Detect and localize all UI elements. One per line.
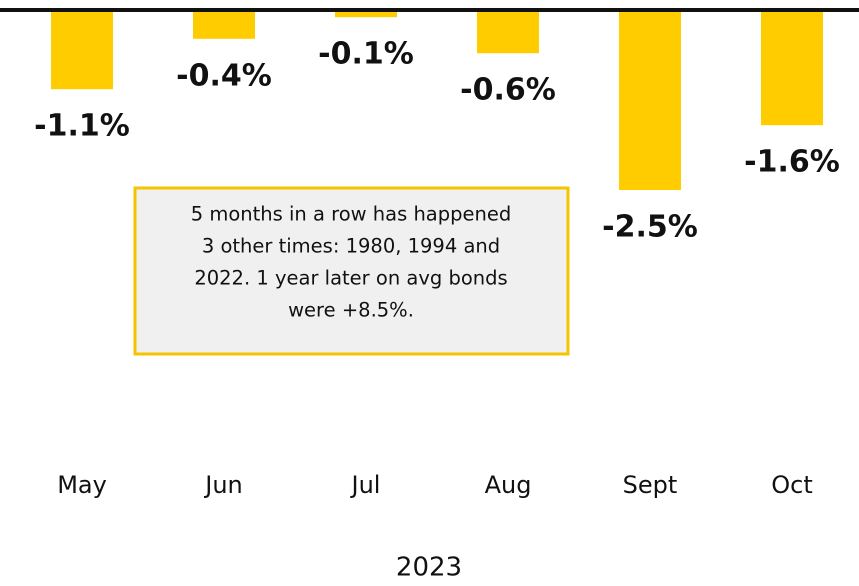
bar bbox=[193, 10, 255, 39]
bar bbox=[619, 10, 681, 190]
x-tick-label: May bbox=[57, 471, 107, 499]
value-label: -0.6% bbox=[460, 73, 556, 108]
x-tick-label: Oct bbox=[771, 471, 813, 499]
annotation-text: 5 months in a row has happened bbox=[191, 203, 512, 226]
annotation-text: 3 other times: 1980, 1994 and bbox=[202, 235, 500, 258]
value-label: -0.1% bbox=[318, 37, 414, 72]
annotation-text: were +8.5%. bbox=[288, 299, 414, 322]
value-label: -1.6% bbox=[744, 145, 840, 180]
value-label: -2.5% bbox=[602, 210, 698, 245]
x-tick-label: Aug bbox=[485, 471, 532, 499]
bar bbox=[477, 10, 539, 54]
annotation-box bbox=[133, 186, 570, 356]
x-axis-label: 2023 bbox=[396, 553, 462, 583]
value-label: -0.4% bbox=[176, 58, 272, 93]
annotation-text: 2022. 1 year later on avg bonds bbox=[194, 267, 507, 290]
x-tick-label: Sept bbox=[623, 471, 678, 499]
bar bbox=[335, 10, 397, 18]
bar bbox=[51, 10, 113, 90]
x-tick-label: Jun bbox=[203, 471, 243, 499]
x-tick-label: Jul bbox=[350, 471, 381, 499]
bar bbox=[761, 10, 823, 126]
value-label: -1.1% bbox=[34, 109, 130, 144]
